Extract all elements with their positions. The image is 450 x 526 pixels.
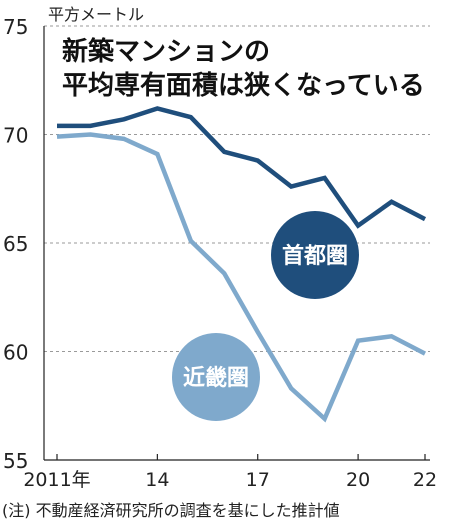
- chart-title-line-2: 平均専有面積は狭くなっている: [62, 71, 425, 101]
- x-tick-label-2020: 20: [346, 469, 370, 491]
- y-axis-unit-label: 平方メートル: [48, 5, 144, 24]
- series-badge-label-kinki: 近畿圏: [183, 365, 249, 391]
- title-background: [58, 32, 450, 102]
- y-tick-label-70: 70: [3, 124, 28, 148]
- x-tick-label-2014: 14: [145, 469, 169, 491]
- x-tick-label-2011: 2011年: [23, 469, 90, 491]
- y-tick-label-75: 75: [3, 15, 28, 39]
- y-tick-label-55: 55: [3, 449, 28, 473]
- y-tick-label-60: 60: [3, 341, 28, 365]
- x-tick-label-2017: 17: [246, 469, 270, 491]
- y-tick-label-65: 65: [3, 232, 28, 256]
- series-badge-shutoken: [271, 211, 359, 299]
- chart-footnote: (注) 不動産経済研究所の調査を基にした推計値: [2, 501, 340, 520]
- series-line-shutoken: [57, 106, 427, 229]
- chart-title-line-1: 新築マンションの: [62, 36, 270, 67]
- series-badge-label-shutoken: 首都圏: [282, 243, 348, 269]
- series-line-kinki: [56, 132, 427, 423]
- series-badge-kinki: [172, 333, 260, 421]
- x-tick-label-2022: 22: [413, 469, 437, 491]
